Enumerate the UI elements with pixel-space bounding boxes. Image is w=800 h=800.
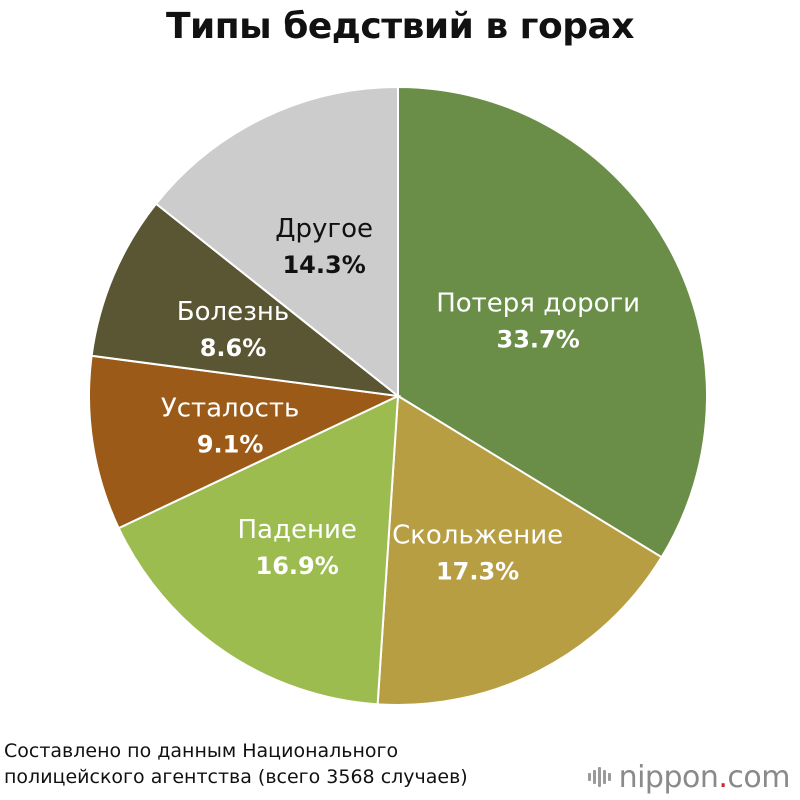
slice-value-4: 8.6% xyxy=(200,334,267,362)
nippon-logo: nippon.com xyxy=(587,757,790,797)
slice-label-2: Падение xyxy=(237,515,356,545)
slice-value-5: 14.3% xyxy=(282,251,365,279)
slice-label-3: Усталость xyxy=(161,393,300,423)
pie-slice-0 xyxy=(397,85,708,559)
slice-value-1: 17.3% xyxy=(436,558,519,586)
source-note: Составлено по данным Национального полиц… xyxy=(4,738,468,790)
pie-slice-1 xyxy=(376,394,664,706)
pie-slice-2 xyxy=(117,394,400,706)
slice-value-2: 16.9% xyxy=(256,552,339,580)
brand-tld: com xyxy=(727,759,790,795)
pie-slice-5 xyxy=(154,85,399,399)
slice-label-0: Потеря дороги xyxy=(436,288,640,318)
source-line-2: полицейского агентства (всего 3568 случа… xyxy=(4,766,468,788)
slice-value-3: 9.1% xyxy=(197,430,264,458)
slice-label-5: Другое xyxy=(275,214,373,244)
brand-dot: . xyxy=(718,759,728,795)
slice-value-0: 33.7% xyxy=(497,325,580,353)
chart-title: Типы бедствий в горах xyxy=(166,6,634,47)
slice-label-1: Скольжение xyxy=(392,521,563,551)
slice-label-4: Болезнь xyxy=(177,297,290,327)
pie-slice-4 xyxy=(90,202,402,398)
source-line-1: Составлено по данным Национального xyxy=(4,740,399,762)
pie-slice-3 xyxy=(88,354,402,530)
sound-wave-icon xyxy=(587,767,611,787)
brand-name: nippon xyxy=(618,759,719,795)
